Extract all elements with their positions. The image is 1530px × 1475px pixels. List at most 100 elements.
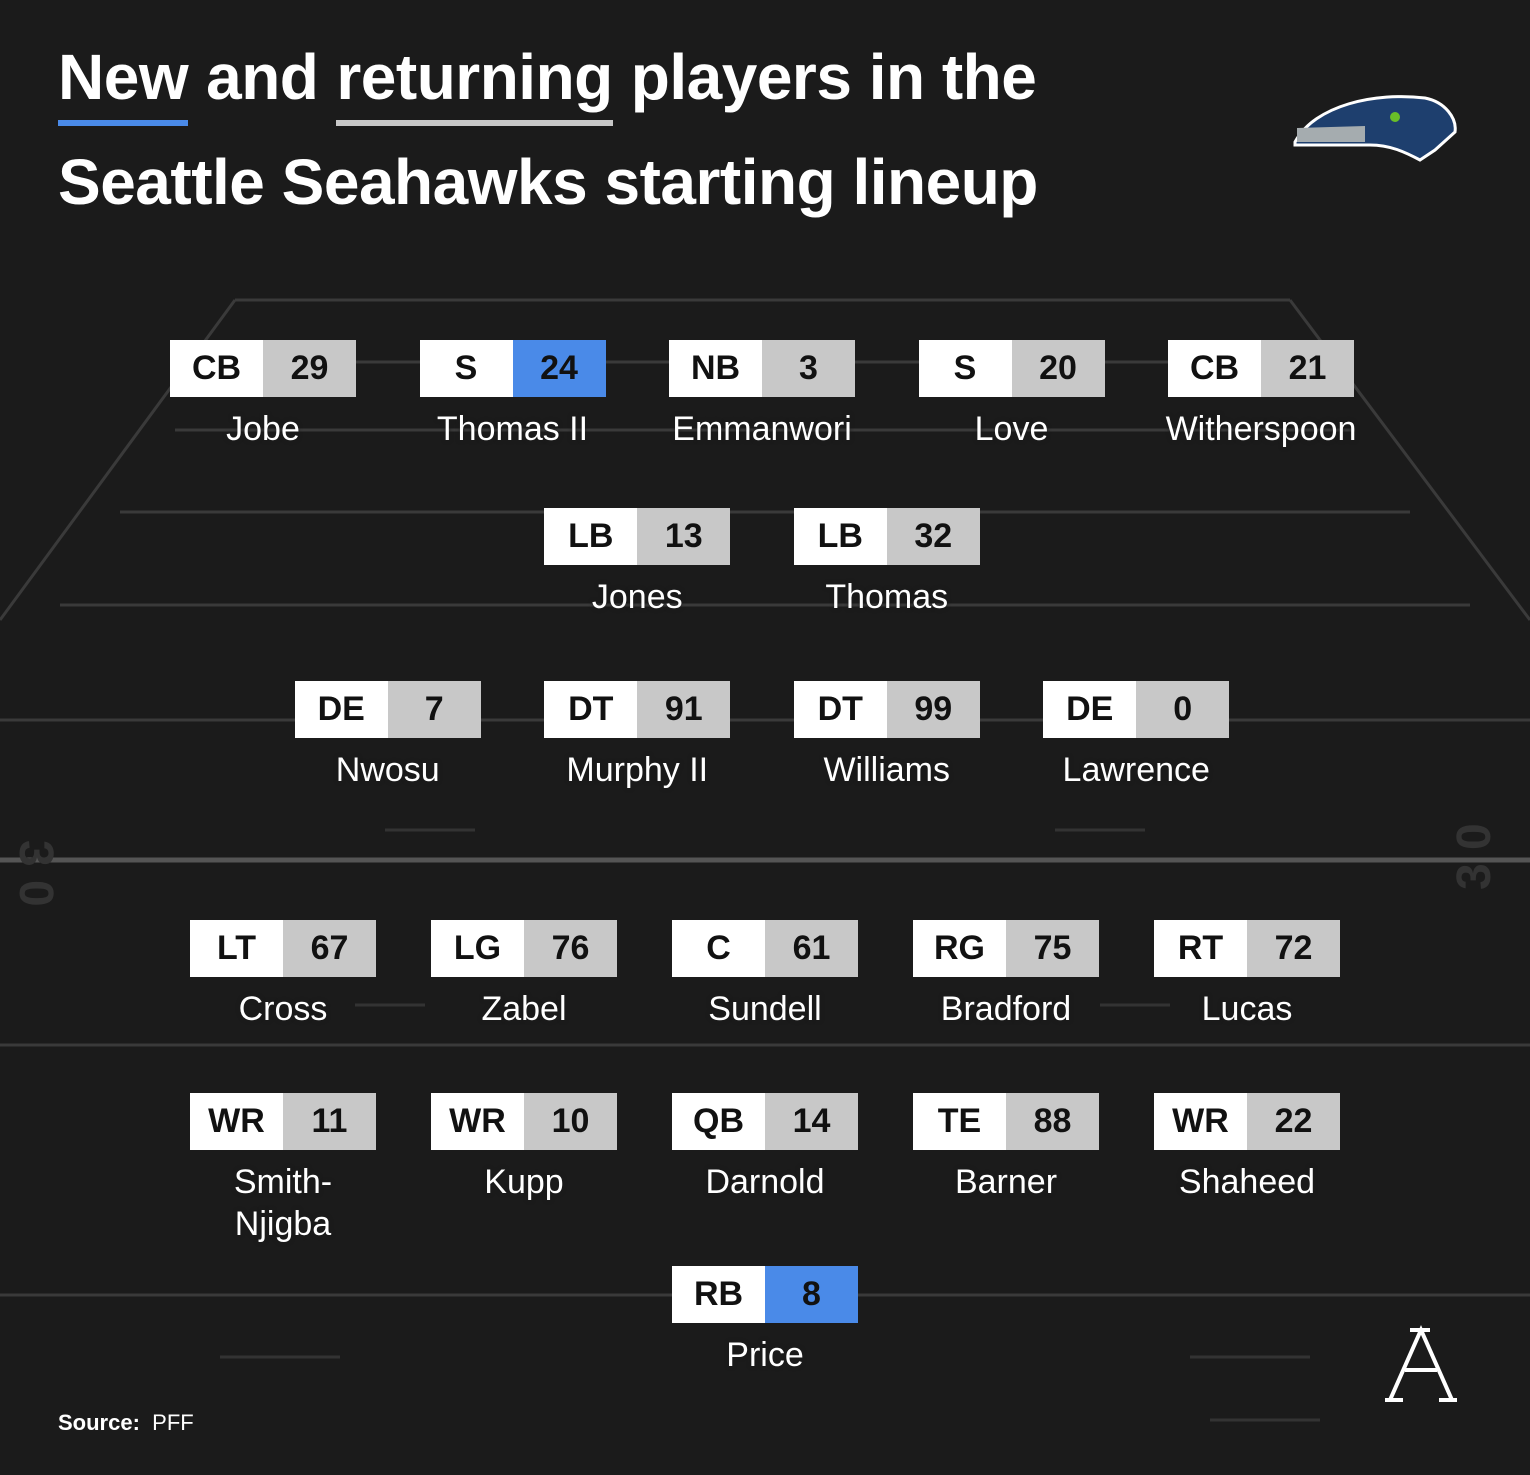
player-name: Jobe [226,410,300,448]
jersey-number: 11 [283,1093,376,1150]
player-name: Cross [238,990,328,1028]
player-card: RB 8 [672,1266,858,1323]
title-returning: returning [336,40,613,126]
player-name: Love [974,410,1049,448]
position: LB [544,508,638,565]
svg-text:3 0: 3 0 [9,840,62,907]
player-name: Smith-Njigba [233,1163,333,1243]
jersey-number: 8 [765,1266,858,1323]
seahawks-logo [1293,95,1457,162]
jersey-number: 76 [524,920,617,977]
position: CB [170,340,263,397]
jersey-number: 21 [1261,340,1354,397]
player-card: NB 3 [669,340,855,397]
position: DE [294,681,388,738]
jersey-number: 10 [524,1093,617,1150]
player-card: CB 29 [170,340,356,397]
player-card: S 20 [918,340,1105,397]
position: RB [672,1266,765,1323]
jersey-number: 14 [765,1093,858,1150]
player-name: Barner [954,1163,1058,1201]
jersey-number: 24 [512,340,606,397]
player-name: Darnold [705,1163,825,1201]
player-name: Emmanwori [672,410,852,448]
player-card: RT 72 [1154,920,1340,977]
jersey-number: 67 [283,920,376,977]
svg-text:3 0: 3 0 [1448,823,1501,890]
player-card: WR 11 [190,1093,376,1150]
jersey-number: 91 [637,681,731,738]
position: C [672,920,765,977]
position: S [419,340,513,397]
position: WR [431,1093,524,1150]
player-card: DE 7 [294,681,481,738]
jersey-number: 88 [1006,1093,1099,1150]
player-card: DT 91 [544,681,731,738]
player-name: Thomas [825,578,949,616]
player-card: LB 13 [544,508,731,565]
jersey-number: 99 [886,681,980,738]
position: NB [669,340,762,397]
position: LG [431,920,524,977]
jersey-number: 7 [387,681,481,738]
position: S [918,340,1012,397]
player-card: DT 99 [793,681,980,738]
player-card: LG 76 [431,920,617,977]
player-name: Zabel [481,990,567,1028]
source-label: Source: [58,1410,140,1435]
title-word: and [206,41,319,113]
player-name: Jones [591,578,683,616]
jersey-number: 75 [1006,920,1099,977]
position: RT [1154,920,1247,977]
player-card: DE 0 [1043,681,1230,738]
jersey-number: 20 [1011,340,1105,397]
athletic-logo [1385,1325,1457,1402]
jersey-number: 22 [1247,1093,1340,1150]
position: LB [793,508,887,565]
position: DT [793,681,887,738]
player-card: QB 14 [672,1093,858,1150]
player-card: LB 32 [793,508,980,565]
position: QB [672,1093,765,1150]
player-name: Lucas [1201,990,1293,1028]
title-new: New [58,40,189,126]
player-card: CB 21 [1168,340,1354,397]
player-name: Price [726,1336,804,1374]
player-card: S 24 [419,340,606,397]
player-card: WR 10 [431,1093,617,1150]
jersey-number: 13 [637,508,731,565]
position: RG [913,920,1006,977]
position: WR [1154,1093,1247,1150]
source: Source: PFF [58,1410,194,1436]
player-card: C 61 [672,920,858,977]
player-card: LT 67 [190,920,376,977]
player-name: Bradford [940,990,1072,1028]
jersey-number: 61 [765,920,858,977]
player-name: Shaheed [1178,1163,1316,1201]
jersey-number: 72 [1247,920,1340,977]
player-name: Williams [823,751,951,789]
title-line-2: Seattle Seahawks starting lineup [58,146,1038,218]
position: LT [190,920,283,977]
player-name: Lawrence [1062,751,1210,789]
source-text: PFF [152,1410,194,1435]
player-name: Thomas II [436,410,589,448]
position: TE [913,1093,1006,1150]
title-word: players in the [630,41,1037,113]
player-card: TE 88 [913,1093,1099,1150]
jersey-number: 0 [1136,681,1230,738]
player-card: RG 75 [913,920,1099,977]
player-name: Kupp [484,1163,564,1201]
player-name: Murphy II [566,751,709,789]
player-name: Sundell [708,990,822,1028]
position: CB [1168,340,1261,397]
title-line-1: New and returning players in the [58,40,1054,126]
position: WR [190,1093,283,1150]
jersey-number: 3 [762,340,855,397]
jersey-number: 29 [263,340,356,397]
jersey-number: 32 [886,508,980,565]
player-name: Witherspoon [1165,410,1357,448]
player-card: WR 22 [1154,1093,1340,1150]
player-name: Nwosu [335,751,440,789]
